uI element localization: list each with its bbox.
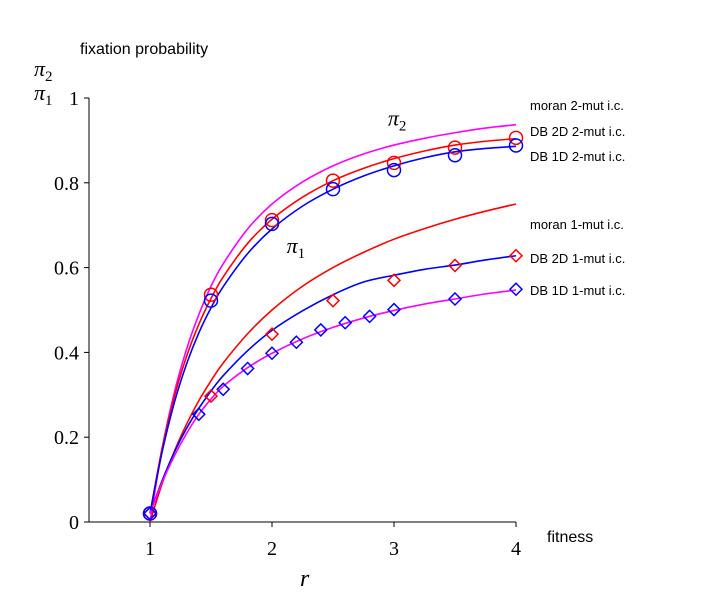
marker-circle-db-1d-2-mut-i-c- — [508, 138, 524, 153]
marker-diamond-db-1d-1-mut-i-c- — [338, 315, 353, 330]
curves — [149, 123, 517, 523]
marker-diamond-db-1d-1-mut-i-c- — [240, 361, 255, 376]
marker-diamond-db-1d-1-mut-i-c- — [216, 382, 231, 397]
curve-db-2d-2-mut-i-c- — [149, 137, 517, 514]
legend-label-db-1d-2-mut-i-c-: DB 1D 2-mut i.c. — [530, 149, 625, 164]
marker-diamond-db-2d-1-mut-i-c- — [203, 389, 219, 404]
marker-diamond-db-1d-1-mut-i-c- — [313, 322, 328, 337]
marker-diamond-db-2d-1-mut-i-c- — [386, 273, 402, 288]
y-tick-label: 0.4 — [54, 342, 79, 364]
marker-diamond-db-1d-1-mut-i-c- — [264, 346, 280, 361]
marker-diamond-db-2d-1-mut-i-c- — [325, 293, 341, 308]
markers — [142, 130, 524, 521]
curve-moran-2-mut-i-c- — [149, 123, 517, 523]
axes: 1 2 3 4 0 0.2 0.4 0.6 0.8 1 — [54, 88, 521, 560]
legend: moran 2-mut i.c. DB 2D 2-mut i.c. DB 1D 2-… — [530, 98, 625, 298]
marker-circle-db-2d-2-mut-i-c- — [203, 287, 219, 302]
marker-diamond-db-1d-1-mut-i-c- — [386, 302, 402, 317]
marker-circle-db-1d-2-mut-i-c- — [325, 181, 341, 197]
legend-label-db-2d-1-mut-i-c-: DB 2D 1-mut i.c. — [530, 251, 625, 266]
marker-circle-db-2d-2-mut-i-c- — [386, 155, 402, 171]
legend-label-moran-1-mut-i-c-: moran 1-mut i.c. — [530, 217, 624, 232]
marker-circle-db-1d-2-mut-i-c- — [264, 216, 280, 232]
curve-moran-1-mut-i-c- — [149, 203, 517, 523]
x-axis-label: r — [300, 566, 310, 592]
legend-label-moran-2-mut-i-c-: moran 2-mut i.c. — [530, 98, 624, 113]
curve-fit-curve-6 — [149, 254, 517, 514]
marker-circle-db-2d-2-mut-i-c- — [264, 212, 280, 228]
marker-diamond-db-1d-1-mut-i-c- — [362, 309, 377, 324]
legend-label-db-2d-2-mut-i-c-: DB 2D 2-mut i.c. — [530, 124, 625, 139]
y-tick-label: 1 — [69, 88, 79, 110]
x-axis-fitness-label: fitness — [547, 529, 593, 546]
marker-circle-db-2d-2-mut-i-c- — [447, 140, 463, 155]
marker-diamond-db-1d-1-mut-i-c- — [142, 506, 158, 521]
marker-diamond-db-2d-1-mut-i-c- — [508, 248, 524, 263]
y-tick-label: 0 — [69, 512, 79, 534]
marker-diamond-db-1d-1-mut-i-c- — [191, 407, 206, 422]
marker-circle-db-1d-2-mut-i-c- — [386, 162, 402, 178]
y-axis-label: fixation probability — [80, 41, 208, 58]
curve-label-pi2: π2 — [388, 106, 407, 135]
marker-diamond-db-1d-1-mut-i-c- — [447, 291, 463, 307]
x-tick-label: 2 — [267, 538, 277, 560]
marker-diamond-db-1d-1-mut-i-c- — [289, 335, 304, 350]
marker-circle-db-2d-2-mut-i-c- — [508, 130, 524, 146]
legend-label-db-1d-1-mut-i-c-: DB 1D 1-mut i.c. — [530, 283, 625, 298]
marker-circle-db-1d-2-mut-i-c- — [203, 293, 219, 308]
curve-db-1d-2-mut-i-c- — [149, 145, 517, 514]
x-tick-label: 4 — [511, 538, 521, 560]
y-axis-symbol-top: π2 — [34, 56, 53, 85]
y-tick-label: 0.6 — [54, 258, 79, 280]
marker-diamond-db-2d-1-mut-i-c- — [264, 327, 280, 342]
marker-diamond-db-1d-1-mut-i-c- — [508, 282, 524, 297]
y-tick-label: 0.2 — [54, 427, 79, 449]
marker-circle-db-1d-2-mut-i-c- — [447, 147, 463, 163]
curve-label-pi1: π1 — [287, 233, 306, 262]
y-axis-symbol-bottom: π1 — [34, 80, 53, 109]
labels: fixation probability π2 π1 r fitness π2π… — [34, 41, 593, 592]
curve-fit-curve-7 — [149, 289, 517, 514]
marker-diamond-db-2d-1-mut-i-c- — [447, 258, 463, 273]
y-tick-label: 0.8 — [54, 173, 79, 195]
x-tick-label: 1 — [145, 538, 155, 560]
marker-circle-db-2d-2-mut-i-c- — [325, 173, 341, 188]
x-tick-label: 3 — [389, 538, 399, 560]
